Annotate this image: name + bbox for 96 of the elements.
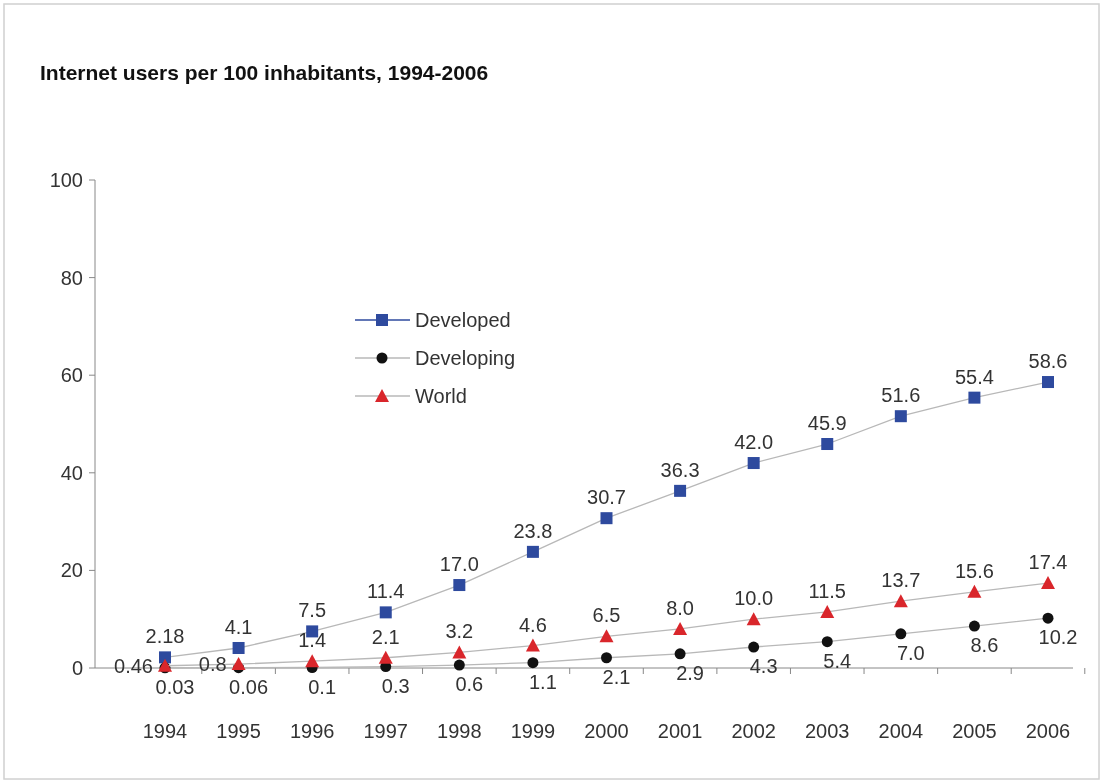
y-tick-label: 0 bbox=[71, 657, 83, 679]
data-label: 0.1 bbox=[308, 675, 337, 698]
data-label: 0.03 bbox=[155, 675, 195, 698]
point bbox=[1042, 612, 1054, 624]
point bbox=[599, 629, 614, 643]
point bbox=[231, 657, 246, 671]
data-label: 17.0 bbox=[439, 553, 479, 576]
x-tick-label: 2002 bbox=[731, 720, 776, 742]
point bbox=[1041, 576, 1055, 590]
data-label: 3.2 bbox=[445, 620, 474, 643]
point bbox=[525, 638, 540, 652]
data-label: 2.18 bbox=[145, 625, 185, 648]
data-label: 10.2 bbox=[1038, 626, 1078, 649]
point bbox=[895, 628, 907, 640]
data-label: 4.3 bbox=[749, 655, 778, 678]
x-tick-label: 1999 bbox=[510, 720, 556, 742]
data-label: 15.6 bbox=[954, 559, 994, 582]
point bbox=[159, 651, 171, 664]
point bbox=[452, 645, 467, 659]
data-label: 7.5 bbox=[298, 599, 327, 622]
x-tick-label: 1997 bbox=[363, 720, 408, 742]
data-label: 1.4 bbox=[298, 629, 327, 652]
data-label: 11.5 bbox=[808, 579, 846, 602]
data-label: 2.1 bbox=[371, 625, 400, 648]
data-label: 30.7 bbox=[587, 486, 626, 509]
x-tick-label: 1994 bbox=[142, 720, 188, 742]
point bbox=[967, 584, 982, 598]
data-label: 6.5 bbox=[592, 604, 621, 627]
data-label: 7.0 bbox=[896, 641, 925, 664]
point bbox=[378, 650, 393, 664]
data-label: 5.4 bbox=[823, 649, 852, 672]
data-label: 11.4 bbox=[367, 580, 405, 603]
x-tick-label: 2004 bbox=[878, 720, 924, 742]
data-label: 55.4 bbox=[954, 365, 994, 388]
x-tick-label: 2000 bbox=[584, 720, 629, 742]
data-label: 1.1 bbox=[529, 670, 557, 693]
legend-label: Developed bbox=[415, 309, 511, 331]
point bbox=[527, 657, 539, 669]
x-tick-label: 1995 bbox=[216, 720, 261, 742]
point bbox=[673, 621, 688, 635]
point bbox=[821, 438, 834, 451]
point bbox=[968, 620, 980, 632]
data-label: 0.46 bbox=[114, 654, 153, 677]
data-label: 10.0 bbox=[734, 587, 774, 610]
point bbox=[601, 652, 612, 664]
point bbox=[526, 545, 539, 558]
data-label: 0.6 bbox=[455, 673, 484, 696]
data-label: 42.0 bbox=[734, 431, 774, 454]
data-label: 0.3 bbox=[381, 674, 410, 697]
data-label: 0.8 bbox=[198, 653, 227, 676]
x-tick-label: 2001 bbox=[657, 720, 703, 742]
legend-label: World bbox=[415, 385, 467, 407]
point bbox=[379, 606, 392, 619]
point bbox=[600, 512, 613, 525]
point bbox=[968, 391, 981, 404]
data-label: 23.8 bbox=[513, 519, 553, 542]
data-label: 51.6 bbox=[881, 384, 921, 407]
data-label: 0.06 bbox=[229, 675, 269, 698]
data-label: 58.6 bbox=[1028, 350, 1068, 373]
y-tick-label: 40 bbox=[60, 461, 83, 484]
x-tick-label: 2003 bbox=[805, 720, 850, 742]
point bbox=[453, 579, 466, 592]
data-label: 8.0 bbox=[666, 596, 694, 619]
x-tick-label: 2005 bbox=[952, 720, 997, 742]
data-label: 17.4 bbox=[1028, 551, 1068, 574]
point bbox=[674, 648, 686, 660]
data-label: 45.9 bbox=[807, 412, 847, 435]
data-label: 4.1 bbox=[224, 615, 253, 638]
x-tick-label: 1998 bbox=[437, 720, 482, 742]
point bbox=[232, 641, 245, 654]
x-tick-label: 2006 bbox=[1025, 720, 1071, 742]
point bbox=[893, 594, 908, 608]
legend-label: Developing bbox=[415, 347, 516, 369]
x-tick-label: 1996 bbox=[289, 720, 335, 742]
point bbox=[674, 484, 687, 497]
point bbox=[747, 457, 760, 470]
data-label: 4.6 bbox=[519, 613, 547, 636]
y-tick-label: 100 bbox=[49, 169, 83, 191]
data-label: 2.1 bbox=[602, 665, 631, 688]
point bbox=[894, 410, 907, 423]
y-tick-label: 20 bbox=[60, 559, 83, 582]
point bbox=[820, 604, 835, 618]
data-label: 8.6 bbox=[970, 634, 999, 657]
point bbox=[746, 612, 761, 626]
point bbox=[821, 636, 833, 648]
y-tick-label: 60 bbox=[60, 364, 83, 387]
point bbox=[1042, 376, 1054, 389]
point bbox=[305, 654, 320, 668]
point bbox=[158, 658, 172, 672]
point bbox=[453, 659, 465, 671]
data-label: 2.9 bbox=[676, 661, 704, 684]
point bbox=[748, 641, 760, 653]
chart-title: Internet users per 100 inhabitants, 1994-2006 bbox=[40, 61, 489, 84]
data-label: 36.3 bbox=[660, 458, 700, 481]
data-label: 13.7 bbox=[881, 569, 921, 592]
y-tick-label: 80 bbox=[60, 266, 83, 289]
